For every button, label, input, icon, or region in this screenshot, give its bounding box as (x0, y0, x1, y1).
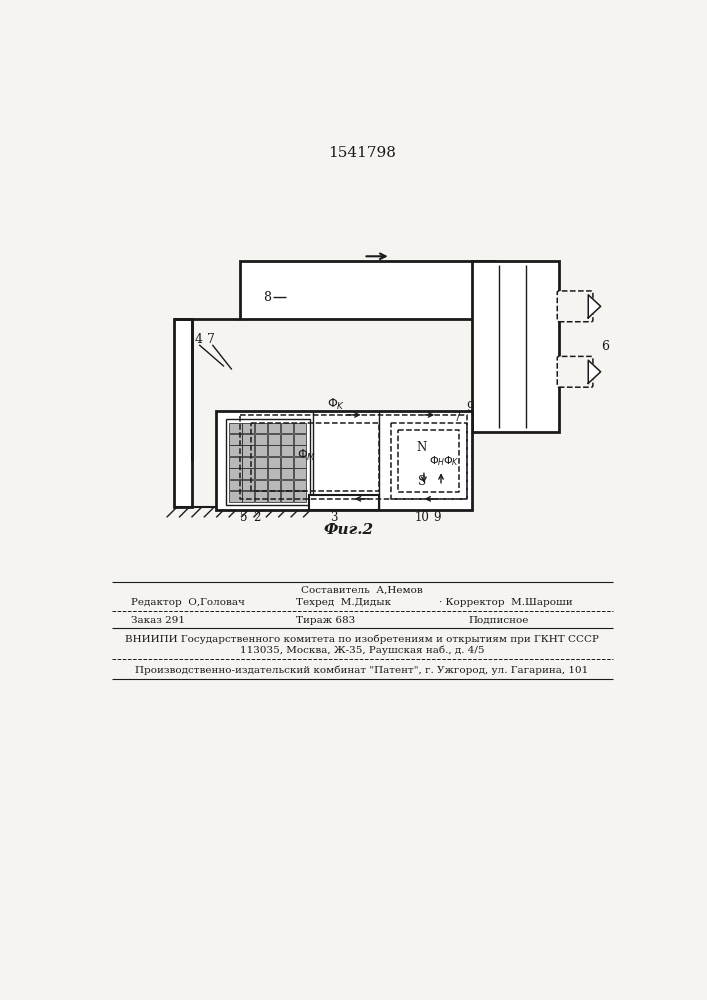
Bar (226, 419, 310, 505)
Bar (294, 445, 306, 456)
FancyBboxPatch shape (557, 291, 593, 322)
Text: 9: 9 (433, 511, 441, 524)
Bar (255, 491, 267, 502)
Bar (230, 423, 242, 433)
Polygon shape (588, 295, 601, 318)
Text: 5: 5 (240, 511, 247, 524)
Bar (281, 423, 293, 433)
Bar (240, 261, 495, 319)
Text: Техред  М.Дидык: Техред М.Дидык (296, 598, 391, 607)
Text: S: S (418, 475, 426, 488)
Bar (281, 480, 293, 490)
Bar (294, 457, 306, 468)
Text: 1541798: 1541798 (328, 146, 396, 160)
Text: 2: 2 (254, 511, 261, 524)
Bar (230, 445, 242, 456)
Text: 8: 8 (262, 291, 271, 304)
Bar (230, 468, 242, 479)
Bar (281, 468, 293, 479)
Text: $\Phi_H$: $\Phi_H$ (429, 454, 445, 468)
Bar (255, 468, 267, 479)
Text: Редактор  О,Головач: Редактор О,Головач (131, 598, 245, 607)
Text: Фиг.2: Фиг.2 (323, 523, 373, 537)
Bar (243, 491, 255, 502)
Bar (472, 261, 559, 432)
Text: $\Phi_M$: $\Phi_M$ (297, 447, 317, 462)
Text: Тираж 683: Тираж 683 (296, 616, 356, 625)
Bar (268, 468, 280, 479)
Bar (243, 445, 255, 456)
Bar (268, 491, 280, 502)
Bar (255, 445, 267, 456)
Bar (230, 491, 242, 502)
Bar (294, 468, 306, 479)
Bar (255, 457, 267, 468)
Text: Подписное: Подписное (468, 616, 529, 625)
Bar (243, 457, 255, 468)
Bar (230, 480, 242, 490)
Bar (174, 319, 192, 507)
Text: 3: 3 (330, 511, 338, 524)
Text: 9: 9 (466, 401, 474, 414)
Text: $\Phi_K$: $\Phi_K$ (443, 454, 460, 468)
Bar (281, 457, 293, 468)
Bar (268, 434, 280, 445)
Polygon shape (588, 360, 601, 383)
Text: 4: 4 (194, 333, 202, 346)
Text: · Корректор  М.Шароши: · Корректор М.Шароши (438, 598, 572, 607)
Bar (243, 480, 255, 490)
Text: 7: 7 (453, 411, 461, 424)
Bar (294, 423, 306, 433)
Bar (255, 423, 267, 433)
Text: N: N (416, 441, 427, 454)
Bar (268, 423, 280, 433)
Bar (230, 434, 242, 445)
Bar (294, 491, 306, 502)
Bar (255, 480, 267, 490)
Bar (268, 445, 280, 456)
Text: Производственно-издательский комбинат "Патент", г. Ужгород, ул. Гагарина, 101: Производственно-издательский комбинат "П… (135, 666, 588, 675)
Bar (243, 434, 255, 445)
Text: $\Phi_K$: $\Phi_K$ (327, 397, 346, 412)
Bar (309, 495, 379, 510)
Bar (255, 434, 267, 445)
Bar (281, 491, 293, 502)
Text: Заказ 291: Заказ 291 (131, 616, 185, 625)
Bar (268, 457, 280, 468)
Bar (281, 445, 293, 456)
Bar (243, 423, 255, 433)
Bar (216, 411, 472, 510)
Bar (294, 434, 306, 445)
FancyBboxPatch shape (557, 356, 593, 387)
Bar (268, 480, 280, 490)
Text: 10: 10 (414, 511, 429, 524)
Bar (243, 468, 255, 479)
Text: Составитель  А,Немов: Составитель А,Немов (301, 585, 423, 594)
Text: 113035, Москва, Ж-35, Раушская наб., д. 4/5: 113035, Москва, Ж-35, Раушская наб., д. … (240, 646, 484, 655)
Bar (230, 457, 242, 468)
Bar (281, 434, 293, 445)
Text: 7: 7 (207, 333, 215, 346)
Text: ВНИИПИ Государственного комитета по изобретениям и открытиям при ГКНТ СССР: ВНИИПИ Государственного комитета по изоб… (125, 634, 599, 644)
Text: 6: 6 (601, 340, 609, 353)
Bar (294, 480, 306, 490)
